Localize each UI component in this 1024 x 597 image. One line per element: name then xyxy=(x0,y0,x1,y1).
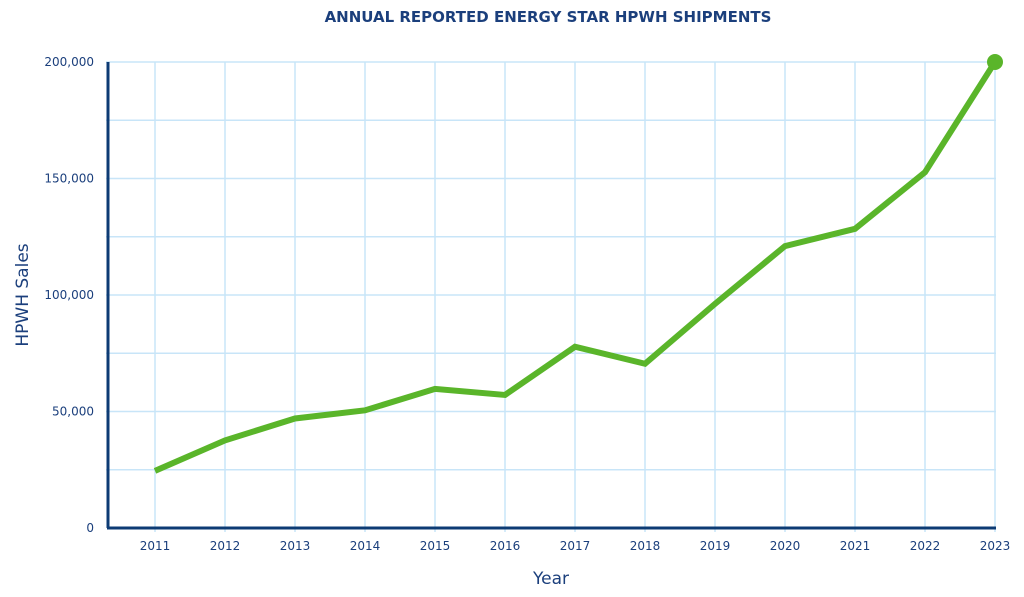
x-tick-label: 2017 xyxy=(560,539,591,553)
x-tick-label: 2013 xyxy=(280,539,311,553)
x-tick-label: 2021 xyxy=(840,539,871,553)
chart-title: ANNUAL REPORTED ENERGY STAR HPWH SHIPMEN… xyxy=(325,8,772,26)
x-tick-label: 2012 xyxy=(210,539,241,553)
x-axis-label: Year xyxy=(532,569,569,589)
grid xyxy=(106,61,996,532)
series xyxy=(153,54,1003,474)
y-tick-label: 100,000 xyxy=(44,288,94,302)
y-tick-label: 0 xyxy=(86,521,94,535)
y-axis-ticks: 0 50,000 100,000 150,000 200,000 xyxy=(44,55,94,535)
x-tick-label: 2011 xyxy=(140,539,171,553)
y-tick-label: 150,000 xyxy=(44,172,94,186)
end-point-marker xyxy=(987,54,1003,70)
x-tick-label: 2022 xyxy=(910,539,941,553)
x-tick-label: 2023 xyxy=(980,539,1011,553)
x-tick-label: 2014 xyxy=(350,539,381,553)
x-tick-label: 2019 xyxy=(700,539,731,553)
y-tick-label: 200,000 xyxy=(44,55,94,69)
y-axis-label: HPWH Sales xyxy=(13,243,33,346)
x-tick-label: 2018 xyxy=(630,539,661,553)
x-tick-label: 2020 xyxy=(770,539,801,553)
x-tick-label: 2016 xyxy=(490,539,521,553)
y-tick-label: 50,000 xyxy=(52,405,94,419)
x-tick-label: 2015 xyxy=(420,539,451,553)
x-axis-ticks: 2011 2012 2013 2014 2015 2016 2017 2018 2019 2020… xyxy=(140,539,1011,553)
